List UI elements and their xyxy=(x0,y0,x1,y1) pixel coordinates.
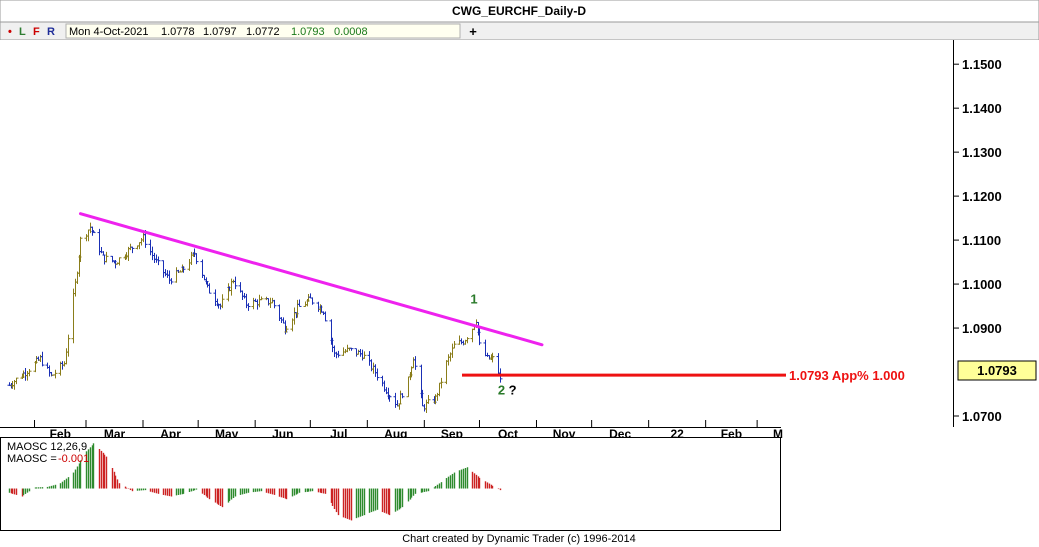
ohlc-bar xyxy=(323,311,328,322)
ohlc-bar xyxy=(297,299,302,307)
add-symbol-button[interactable] xyxy=(462,24,486,38)
retracement-level-label: 1.0793 App% 1.000 xyxy=(789,368,905,383)
ohlc-bar xyxy=(413,356,418,370)
ohlc-bar xyxy=(169,278,174,285)
indicator-f-button[interactable]: F xyxy=(33,26,40,38)
wave-label-2: 2 xyxy=(498,383,505,398)
indicator-l-button[interactable]: L xyxy=(19,26,26,38)
quote-change: 0.0008 xyxy=(334,26,368,38)
ohlc-bar xyxy=(490,352,495,363)
ohlc-bar xyxy=(194,253,199,265)
ohlc-bar xyxy=(349,347,354,351)
ohlc-bar xyxy=(477,327,482,346)
ohlc-bar xyxy=(336,350,341,358)
ohlc-bar xyxy=(66,334,71,357)
y-tick-label: 1.1400 xyxy=(962,101,1002,116)
ohlc-bar xyxy=(220,294,225,309)
ohlc-bar xyxy=(310,297,315,305)
last-price-box xyxy=(957,360,1037,381)
ohlc-bar xyxy=(375,368,380,381)
resistance-trendline xyxy=(78,212,544,347)
oscillator-value-label: MAOSC = xyxy=(7,453,57,465)
x-tick-label: M xyxy=(773,427,783,441)
indicator-buttons: • L F R xyxy=(8,26,55,38)
quote-box xyxy=(65,23,461,39)
ohlc-bar xyxy=(272,299,277,309)
ohlc-bar xyxy=(426,395,431,404)
ohlc-bar xyxy=(14,377,19,385)
last-price-label: 1.0793 xyxy=(977,363,1017,378)
indicator-r-button[interactable]: R xyxy=(47,26,55,38)
ohlc-bar xyxy=(284,325,289,333)
ohlc-bar xyxy=(78,236,83,263)
ohlc-bar xyxy=(400,393,405,399)
y-tick-label: 1.1200 xyxy=(962,189,1002,204)
y-tick-label: 1.1000 xyxy=(962,277,1002,292)
quote-high: 1.0797 xyxy=(203,26,237,38)
ohlc-bar xyxy=(207,283,212,294)
ohlc-bar xyxy=(91,230,96,234)
ohlc-bar xyxy=(40,351,45,367)
plus-icon[interactable]: + xyxy=(469,24,477,39)
oscillator-title: MAOSC 12,26,9 xyxy=(7,441,87,453)
ohlc-bar xyxy=(439,377,444,389)
ohlc-bar xyxy=(452,341,457,349)
ohlc-bar xyxy=(181,266,186,273)
ohlc-bar xyxy=(156,256,161,266)
window-title: CWG_EURCHF_Daily-D xyxy=(452,4,586,18)
oscillator-histogram xyxy=(8,443,502,521)
ohlc-bar xyxy=(53,369,58,379)
price-axis-ticks: 1.1500 1.1400 1.1300 1.1200 1.1100 1.1000 1.09… xyxy=(953,57,1002,424)
price-bars xyxy=(7,222,503,413)
ohlc-bar xyxy=(130,246,135,254)
ohlc-bar xyxy=(27,368,32,377)
indicator-dot-button[interactable]: • xyxy=(8,26,12,38)
ohlc-bar xyxy=(362,351,367,359)
ohlc-bar xyxy=(387,394,392,402)
ohlc-bar xyxy=(233,276,238,290)
y-tick-label: 1.1500 xyxy=(962,57,1002,72)
ohlc-bar xyxy=(259,296,264,301)
oscillator-panel xyxy=(0,437,781,531)
footer-credit: Chart created by Dynamic Trader (c) 1996… xyxy=(402,533,636,545)
ohlc-bar xyxy=(465,337,470,344)
ohlc-bar xyxy=(246,303,251,311)
wave-labels: 1 2 ? xyxy=(470,292,516,398)
wave-label-question: ? xyxy=(509,383,517,398)
quote-open: 1.0778 xyxy=(161,26,195,38)
wave-label-1: 1 xyxy=(470,292,477,307)
y-tick-label: 1.0900 xyxy=(962,321,1002,336)
ohlc-bar xyxy=(104,251,109,263)
y-tick-label: 1.1300 xyxy=(962,145,1002,160)
quote-date: Mon 4-Oct-2021 xyxy=(69,26,148,38)
ohlc-bar xyxy=(117,257,122,266)
quote-low: 1.0772 xyxy=(246,26,280,38)
y-tick-label: 1.1100 xyxy=(962,233,1001,248)
quote-close: 1.0793 xyxy=(291,26,325,38)
price-panel xyxy=(0,40,1039,427)
oscillator-value: -0.001 xyxy=(58,453,89,465)
y-tick-label: 1.0700 xyxy=(962,409,1002,424)
